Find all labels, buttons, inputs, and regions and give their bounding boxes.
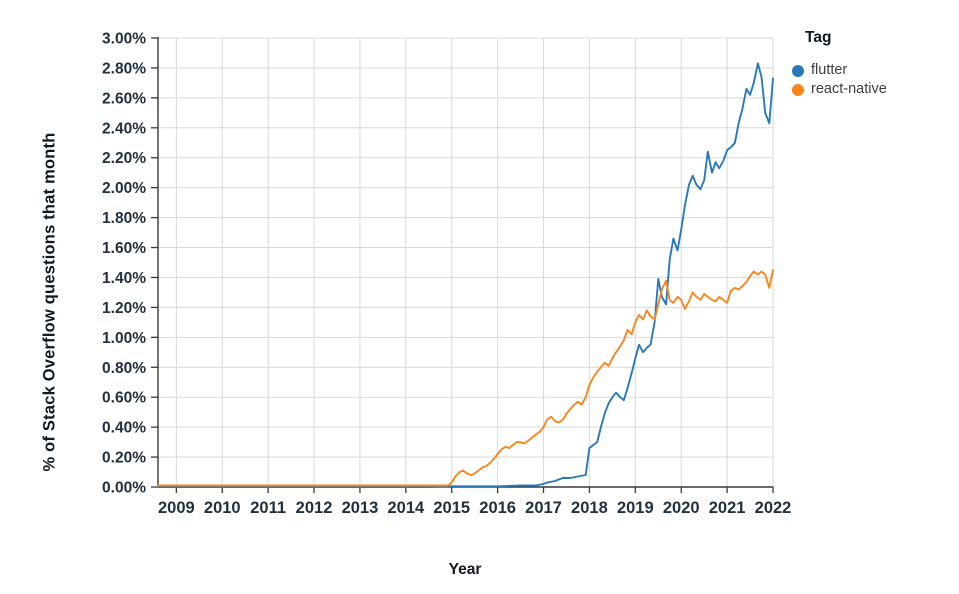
x-axis-title: Year [448,561,482,578]
legend-item-react-native[interactable]: react-native [792,80,952,99]
y-tick-label: 2.60% [102,90,146,107]
x-tick-label: 2014 [387,499,425,517]
series-line-react-native [157,269,774,487]
tick-labels: 0.00% 0.20% 0.40% 0.60% 0.80% 1.00% 1.20% 1.40%… [102,31,791,518]
gridlines [158,37,774,488]
x-tick-label: 2009 [158,499,195,517]
y-tick-label: 3.00% [102,31,146,48]
x-tick-label: 2010 [204,499,241,517]
y-tick-label: 1.00% [102,330,146,347]
x-tick-label: 2012 [296,499,333,517]
y-tick-label: 1.80% [102,210,146,227]
x-tick-label: 2017 [525,499,562,517]
legend-item-label: react-native [811,81,887,97]
y-tick-label: 2.80% [102,60,146,77]
react-native-series-swatch-icon [792,83,804,96]
y-tick-label: 0.20% [102,450,146,467]
x-tick-label: 2021 [709,499,746,517]
y-tick-label: 0.40% [102,420,146,437]
y-tick-label: 2.20% [102,150,146,167]
y-axis-title: % of Stack Overflow questions that month [40,132,59,472]
x-tick-label: 2022 [755,499,792,517]
x-tick-label: 2020 [663,499,700,517]
axes [151,37,774,493]
legend: Tag flutter react-native [792,29,952,99]
x-tick-label: 2019 [617,499,654,517]
legend-title: Tag [805,29,832,46]
legend-item-label: flutter [811,62,848,78]
series-line-flutter [157,62,774,488]
y-tick-label: 0.00% [102,480,146,497]
legend-item-flutter[interactable]: flutter [792,61,952,80]
x-tick-label: 2018 [571,499,608,517]
y-tick-label: 0.60% [102,390,146,407]
flutter-series-swatch-icon [792,64,804,77]
x-tick-label: 2015 [433,499,470,517]
y-tick-label: 0.80% [102,360,146,377]
y-tick-label: 1.60% [102,240,146,257]
y-tick-label: 1.40% [102,270,146,287]
x-tick-label: 2011 [250,499,286,517]
y-tick-label: 1.20% [102,300,146,317]
x-tick-label: 2016 [479,499,516,517]
y-tick-label: 2.40% [102,120,146,137]
y-tick-label: 2.00% [102,180,146,197]
x-tick-label: 2013 [342,499,379,517]
